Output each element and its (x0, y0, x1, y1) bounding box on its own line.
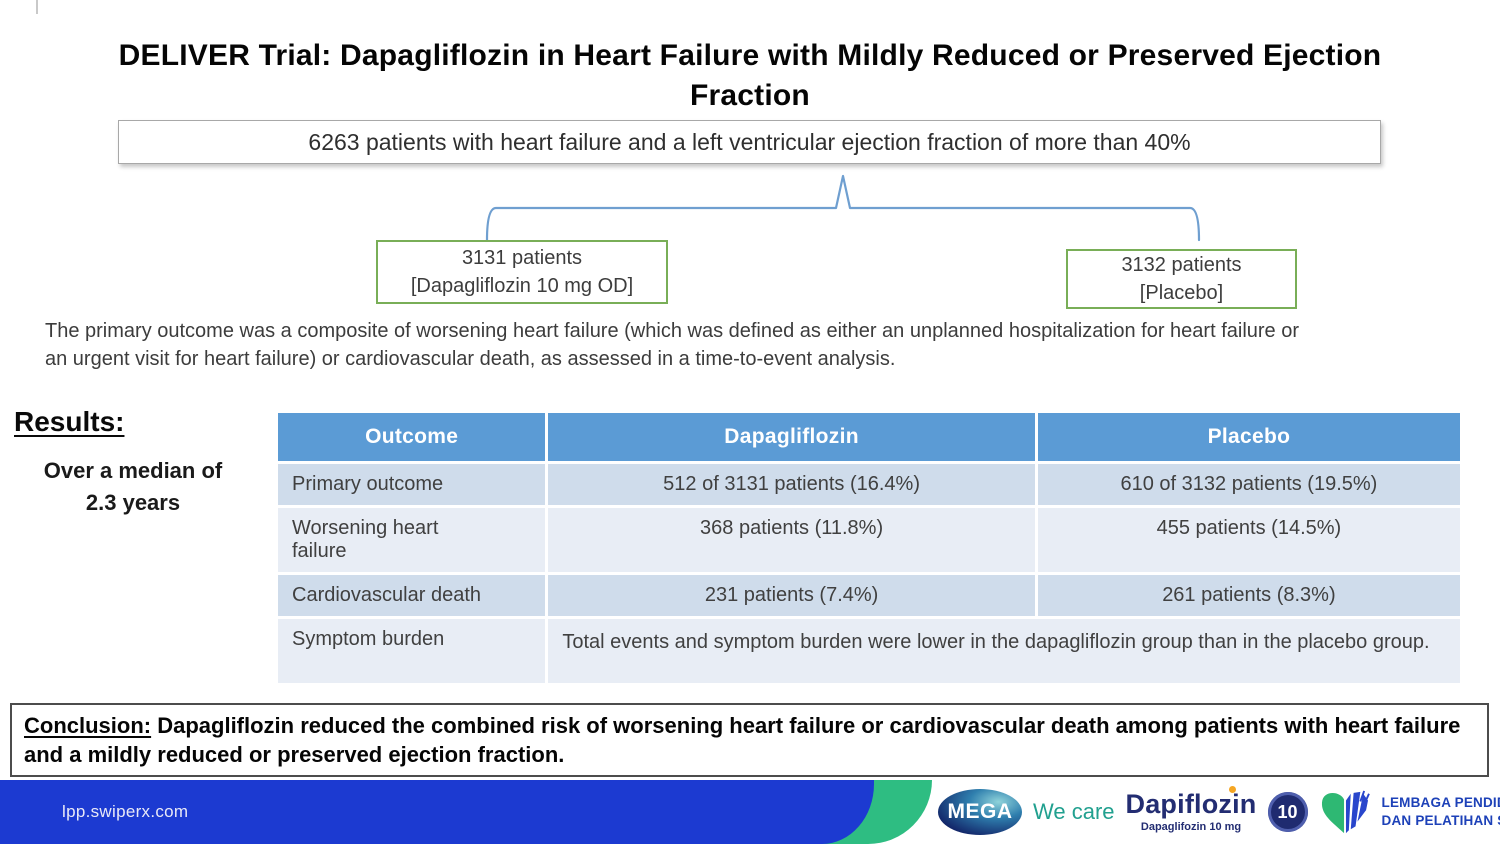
mega-logo-icon: MEGA (938, 789, 1022, 835)
cell-outcome: Symptom burden (278, 619, 546, 683)
arm-placebo-label: [Placebo] (1139, 282, 1224, 304)
split-bracket-icon (485, 174, 1201, 242)
org-name-line2: DAN PELATIHAN SWIPERX (1381, 813, 1500, 828)
brand-name-text: Dapiflozin (1125, 789, 1257, 819)
cell-outcome: Worsening heart failure (278, 508, 546, 572)
cell-combined-value: Total events and symptom burden were low… (548, 619, 1460, 683)
cell-placebo-value: 261 patients (8.3%) (1037, 575, 1460, 616)
arm-box-dapagliflozin: 3131 patients [Dapagliflozin 10 mg OD] (376, 240, 668, 304)
arm-dapagliflozin-count: 3131 patients (461, 247, 583, 269)
arm-box-placebo: 3132 patients [Placebo] (1066, 249, 1297, 309)
footer-bar: lpp.swiperx.com MEGA We care Dapiflozin … (0, 780, 1500, 844)
mega-logo-text: MEGA (947, 800, 1013, 823)
runner-dot-icon (1228, 786, 1236, 793)
table-row-primary-outcome: Primary outcome 512 of 3131 patients (16… (278, 464, 1460, 505)
table-header-outcome: Outcome (278, 413, 546, 461)
conclusion-box: Conclusion: Dapagliflozin reduced the co… (10, 703, 1489, 778)
cell-outcome: Primary outcome (278, 464, 546, 505)
brand-block: Dapiflozin Dapaglifozin 10 mg (1125, 786, 1257, 833)
footer-logo-cluster: MEGA We care Dapiflozin Dapaglifozin 10 … (938, 780, 1500, 844)
cell-placebo-value: 455 patients (14.5%) (1037, 508, 1460, 572)
org-name-line1: LEMBAGA PENDIDIKAN (1381, 795, 1500, 811)
page-title: DELIVER Trial: Dapagliflozin in Heart Fa… (118, 39, 1382, 112)
cell-outcome: Cardiovascular death (278, 575, 546, 616)
footer-url: lpp.swiperx.com (62, 802, 189, 821)
brand-subtext: Dapaglifozin 10 mg (1140, 821, 1242, 833)
results-heading: Results: (14, 406, 125, 437)
median-followup-text: Over a median of 2.3 years (43, 458, 223, 515)
table-header-dapagliflozin: Dapagliflozin (548, 413, 1035, 461)
results-table: Outcome Dapagliflozin Placebo Primary ou… (275, 410, 1463, 686)
primary-outcome-paragraph: The primary outcome was a composite of w… (45, 320, 1300, 370)
population-box: 6263 patients with heart failure and a l… (118, 120, 1381, 164)
footer-blue-bar (0, 780, 874, 844)
cell-combined-text: Total events and symptom burden were low… (562, 631, 1430, 653)
table-header-placebo: Placebo (1037, 413, 1460, 461)
cell-dapagliflozin-value: 512 of 3131 patients (16.4%) (548, 464, 1035, 505)
conclusion-label: Conclusion: (24, 713, 152, 738)
org-name: LEMBAGA PENDIDIKAN DAN PELATIHAN SWIPERX (1382, 794, 1500, 829)
slide-edge-mark (36, 0, 38, 14)
cell-outcome-text: Worsening heart failure (292, 517, 439, 562)
table-row-worsening-hf: Worsening heart failure 368 patients (11… (278, 508, 1460, 572)
brand-name: Dapiflozin (1125, 786, 1257, 819)
table-row-symptom-burden: Symptom burden Total events and symptom … (278, 619, 1460, 683)
population-box-text: 6263 patients with heart failure and a l… (308, 128, 1191, 155)
conclusion-text: Dapagliflozin reduced the combined risk … (24, 713, 1461, 768)
table-header-row: Outcome Dapagliflozin Placebo (278, 413, 1460, 461)
dose-badge-text: 10 (1277, 801, 1298, 822)
swiperx-heart-icon (1321, 790, 1370, 834)
arm-placebo-count: 3132 patients (1121, 254, 1242, 276)
cell-placebo-value: 610 of 3132 patients (19.5%) (1037, 464, 1460, 505)
cell-dapagliflozin-value: 368 patients (11.8%) (548, 508, 1035, 572)
arm-dapagliflozin-label: [Dapagliflozin 10 mg OD] (410, 275, 634, 297)
table-row-cv-death: Cardiovascular death 231 patients (7.4%)… (278, 575, 1460, 616)
cell-dapagliflozin-value: 231 patients (7.4%) (548, 575, 1035, 616)
mega-tagline: We care (1033, 799, 1115, 824)
dose-badge: 10 (1267, 792, 1308, 832)
